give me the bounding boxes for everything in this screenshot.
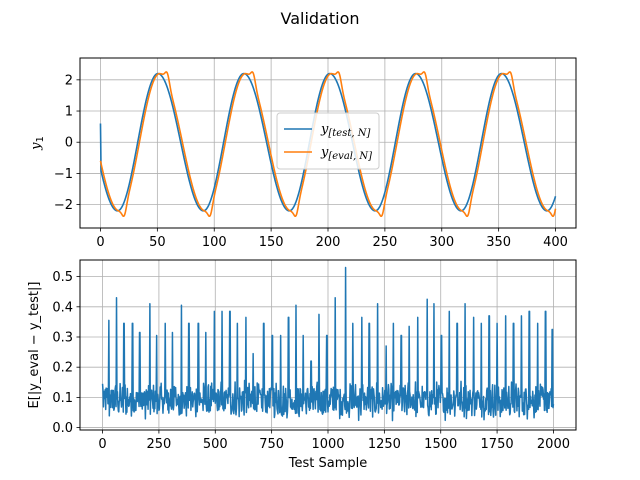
- top-legend: y[test, N] y[eval, N]: [276, 112, 380, 170]
- top-ylabel-main: y: [29, 142, 44, 151]
- bottom-ytick-label-5: 0.5: [52, 270, 73, 285]
- bottom-xtick-label-2: 500: [203, 437, 228, 452]
- top-xtick-label-2: 100: [202, 235, 227, 250]
- bottom-ytick-label-2: 0.2: [52, 361, 73, 376]
- top-ytick-label-0: −2: [54, 198, 73, 213]
- top-ylabel: y1: [29, 136, 46, 151]
- bottom-ytick-label-4: 0.4: [52, 300, 73, 315]
- legend-label-eval-main: y: [320, 145, 329, 160]
- top-ticks: 0 50 100 150 200 250 300 350 400 −2 −1 0 1 2: [54, 73, 568, 250]
- top-grid: [80, 58, 576, 228]
- top-ytick-label-1: −1: [54, 167, 73, 182]
- bottom-ylabel: E[|y_eval − y_test|]: [27, 282, 42, 409]
- bottom-xtick-label-3: 750: [259, 437, 284, 452]
- bottom-xtick-label-5: 1250: [368, 437, 401, 452]
- bottom-series-lines: [101, 266, 555, 422]
- top-xtick-label-1: 50: [149, 235, 166, 250]
- top-ytick-label-3: 1: [65, 105, 73, 120]
- top-xtick-label-4: 200: [316, 235, 341, 250]
- top-xtick-label-0: 0: [96, 235, 104, 250]
- bottom-xtick-label-7: 1750: [481, 437, 514, 452]
- top-series-line-0: [99, 72, 557, 212]
- top-xtick-label-8: 400: [543, 235, 568, 250]
- top-ytick-label-2: 0: [65, 136, 73, 151]
- bottom-subplot: 0 250 500 750 1000 1250 1500 1750 2000 0.0 0.1 0.2 0…: [27, 259, 577, 471]
- bottom-xlabel: Test Sample: [288, 456, 367, 471]
- bottom-ytick-label-3: 0.3: [52, 330, 73, 345]
- bottom-xtick-label-0: 0: [98, 437, 106, 452]
- top-ytick-label-4: 2: [65, 73, 73, 88]
- bottom-xtick-label-8: 2000: [537, 437, 570, 452]
- figure-title: Validation: [280, 9, 359, 28]
- bottom-ticks: 0 250 500 750 1000 1250 1500 1750 2000 0.0 0.1 0.2 0…: [52, 270, 570, 452]
- bottom-xtick-label-4: 1000: [311, 437, 344, 452]
- bottom-ytick-label-0: 0.0: [52, 421, 73, 436]
- top-xtick-label-3: 150: [259, 235, 284, 250]
- top-ylabel-sub: 1: [35, 136, 46, 142]
- legend-label-eval-sub: [eval, N]: [328, 151, 372, 162]
- top-xtick-label-5: 250: [372, 235, 397, 250]
- legend-label-test-sub: [test, N]: [328, 128, 370, 139]
- bottom-ytick-label-1: 0.1: [52, 391, 73, 406]
- top-series-line-1: [99, 71, 557, 217]
- legend-box: [276, 112, 380, 170]
- top-xtick-label-7: 350: [486, 235, 511, 250]
- bottom-xtick-label-1: 250: [146, 437, 171, 452]
- bottom-series-line: [101, 266, 555, 422]
- legend-label-test-main: y: [320, 122, 329, 137]
- legend-label-test: y[test, N]: [320, 122, 370, 139]
- top-xtick-label-6: 300: [429, 235, 454, 250]
- bottom-xtick-label-6: 1500: [424, 437, 457, 452]
- top-series-lines: [99, 71, 557, 217]
- legend-label-eval: y[eval, N]: [320, 145, 372, 162]
